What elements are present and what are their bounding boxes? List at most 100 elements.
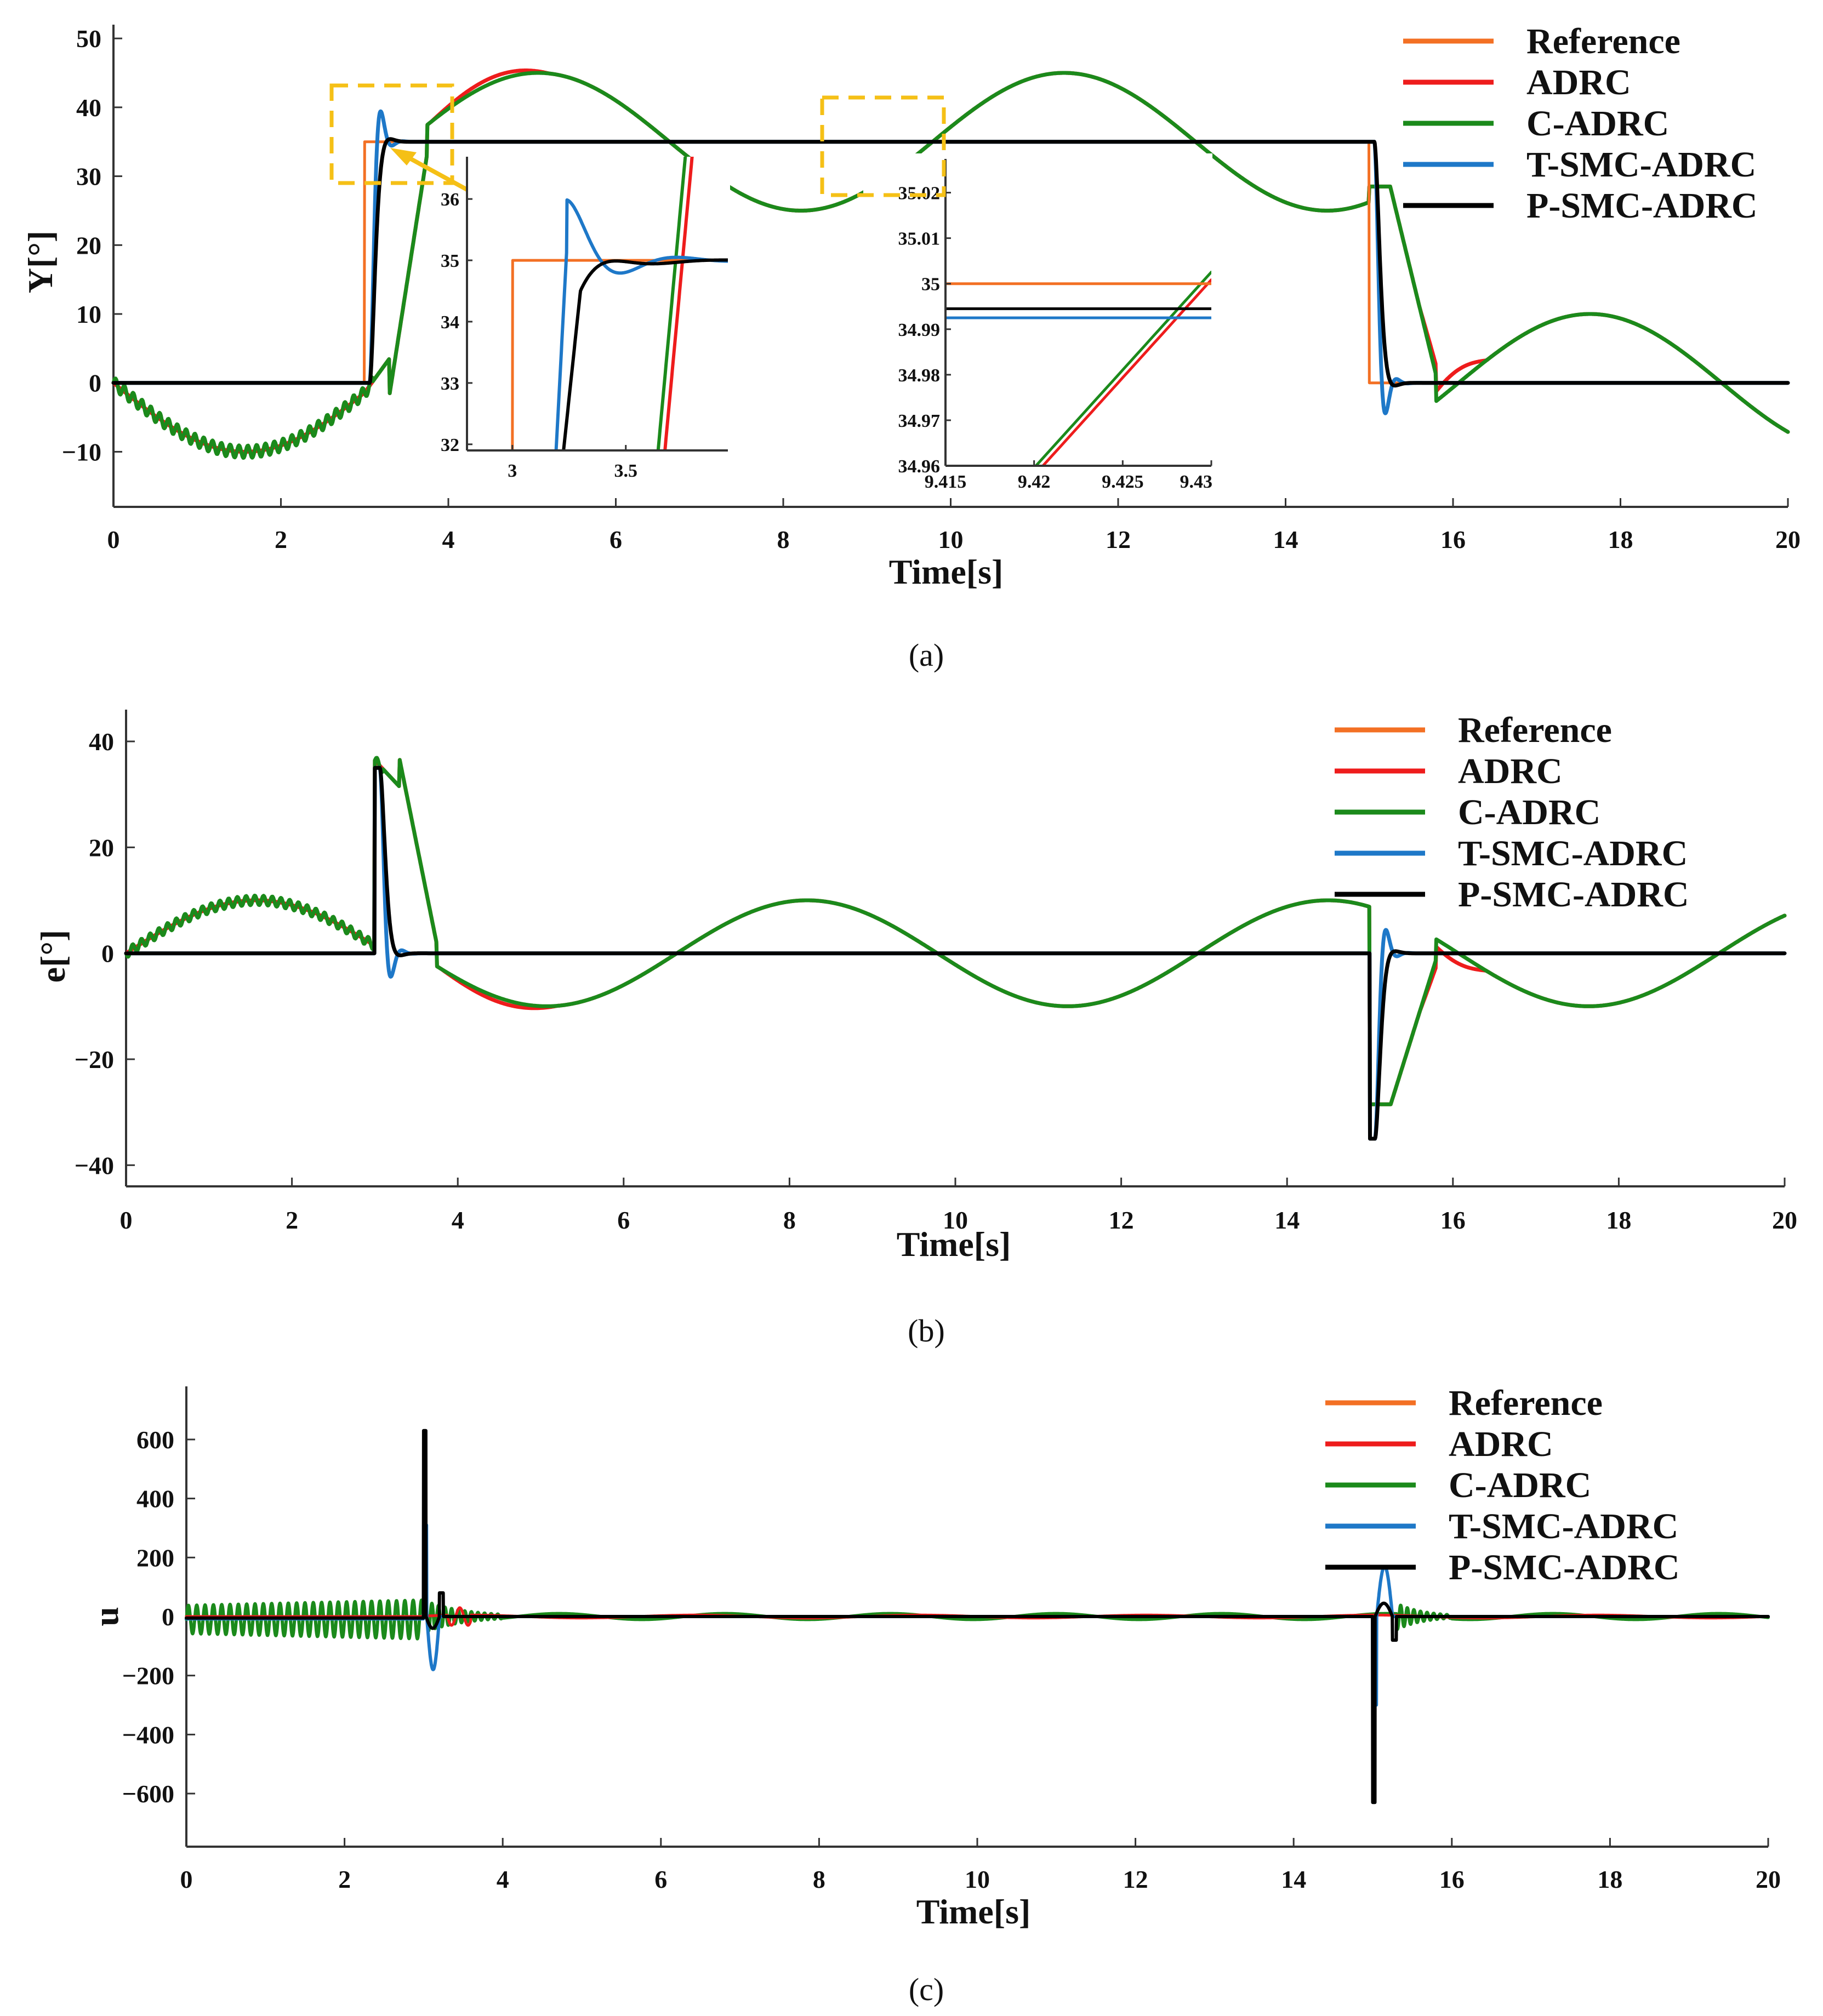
- inset-1-series-t-smc-adrc: [554, 198, 728, 450]
- inset-1-y-tick-label: 34: [441, 312, 459, 333]
- legend-label-c-adrc: C-ADRC: [1526, 104, 1669, 144]
- x-tick-label: 20: [1775, 526, 1801, 553]
- legend-label-reference: Reference: [1526, 21, 1680, 61]
- y-tick-label: −10: [62, 438, 101, 466]
- y-tick-label: 50: [76, 25, 101, 53]
- inset-2-series-c-adrc: [1034, 271, 1211, 466]
- y-tick-label: 20: [76, 231, 101, 259]
- inset-1-y-tick-label: 35: [441, 251, 459, 271]
- y-tick-label: 600: [136, 1426, 174, 1454]
- legend-label-t-smc-adrc: T-SMC-ADRC: [1458, 833, 1688, 873]
- inset-1-y-tick-label: 36: [441, 190, 459, 210]
- x-tick-label: 12: [1109, 1206, 1134, 1234]
- x-tick-label: 0: [107, 526, 120, 553]
- y-tick-label: 10: [76, 300, 101, 328]
- inset-1-series-adrc: [663, 157, 694, 450]
- x-tick-label: 4: [497, 1865, 509, 1893]
- y-tick-label: 200: [136, 1544, 174, 1572]
- y-tick-label: 400: [136, 1485, 174, 1513]
- panel-c-ylabel: u: [87, 1607, 126, 1626]
- panel-a-caption: (a): [909, 637, 944, 673]
- inset-1-plot: [511, 157, 728, 450]
- legend-label-adrc: ADRC: [1449, 1424, 1553, 1464]
- x-tick-label: 16: [1440, 526, 1466, 553]
- series-c-adrc: [111, 71, 1790, 460]
- x-tick-label: 6: [617, 1206, 630, 1234]
- legend-label-t-smc-adrc: T-SMC-ADRC: [1449, 1506, 1678, 1546]
- panel-a-ylabel: Y[°]: [21, 231, 60, 293]
- y-tick-label: −600: [122, 1780, 174, 1808]
- x-tick-label: 6: [654, 1865, 667, 1893]
- series-p-smc-adrc: [185, 1429, 1770, 1804]
- x-tick-label: 12: [1106, 526, 1131, 553]
- y-tick-label: −400: [122, 1721, 174, 1749]
- inset-2-x-tick-label: 9.425: [1102, 472, 1144, 492]
- x-tick-label: 8: [777, 526, 790, 553]
- x-tick-label: 18: [1606, 1206, 1631, 1234]
- x-tick-label: 0: [180, 1865, 193, 1893]
- zoom-box-2-overlay: [820, 95, 946, 197]
- inset-2-y-tick-label: 34.97: [898, 411, 941, 431]
- y-tick-label: −200: [122, 1662, 174, 1690]
- inset-2-y-tick-label: 35.01: [898, 229, 941, 249]
- legend-label-adrc: ADRC: [1526, 62, 1631, 102]
- x-tick-label: 10: [965, 1865, 990, 1893]
- x-tick-label: 0: [120, 1206, 133, 1234]
- panel-a-xlabel: Time[s]: [889, 552, 1004, 591]
- y-tick-label: 0: [162, 1603, 174, 1631]
- panel-b-error: 0 2 4 6 8 10 12 14 16 18 20 40 20 0 −20 −40 Time[s] e[…: [33, 710, 1797, 1349]
- x-tick-label: 4: [452, 1206, 464, 1234]
- panel-b-caption: (b): [908, 1313, 945, 1349]
- series-p-smc-adrc: [111, 137, 1790, 388]
- inset-1-x-tick-label: 3.5: [614, 461, 637, 481]
- inset-2-x-tick-label: 9.42: [1018, 472, 1051, 492]
- x-tick-label: 2: [338, 1865, 351, 1893]
- x-tick-label: 10: [938, 526, 964, 553]
- x-tick-label: 14: [1281, 1865, 1306, 1893]
- y-tick-label: 30: [76, 163, 101, 191]
- legend-label-adrc: ADRC: [1458, 751, 1563, 791]
- x-tick-label: 4: [442, 526, 455, 553]
- inset-2-y-tick-label: 34.98: [898, 365, 941, 386]
- x-tick-label: 8: [783, 1206, 796, 1234]
- legend-label-c-adrc: C-ADRC: [1449, 1465, 1591, 1505]
- inset-1-series-c-adrc: [656, 157, 687, 450]
- inset-1-background: [467, 157, 730, 452]
- legend-label-p-smc-adrc: P-SMC-ADRC: [1449, 1547, 1680, 1587]
- inset-1-y-tick-label: 32: [441, 435, 459, 455]
- panel-b-ylabel: e[°]: [33, 930, 72, 983]
- y-tick-label: 0: [89, 369, 101, 397]
- inset-2-plot: [945, 271, 1211, 466]
- panel-c-control: 0 2 4 6 8 10 12 14 16 18 20 600 400 200 0 −200 −400 −600…: [87, 1383, 1781, 2007]
- inset-2-x-tick-label: 9.43: [1180, 472, 1213, 492]
- inset-2-y-tick-label: 34.99: [898, 320, 941, 340]
- legend-label-reference: Reference: [1458, 710, 1612, 750]
- panel-c-xlabel: Time[s]: [916, 1892, 1031, 1931]
- y-tick-label: 0: [101, 940, 114, 968]
- x-tick-label: 18: [1608, 526, 1633, 553]
- inset-1-y-tick-label: 33: [441, 374, 459, 394]
- x-tick-label: 10: [943, 1206, 968, 1234]
- inset-2-y-tick-label: 35: [921, 275, 940, 295]
- x-tick-label: 8: [813, 1865, 825, 1893]
- legend-label-p-smc-adrc: P-SMC-ADRC: [1458, 875, 1689, 915]
- x-tick-label: 14: [1274, 1206, 1300, 1234]
- panel-a-tracking: 0 2 4 6 8 10 12 14 16 18 20 50 40 30 20 10 0 −10 Time[s]…: [21, 21, 1801, 673]
- inset-2-y-tick-label: 34.96: [898, 456, 941, 477]
- x-tick-label: 14: [1273, 526, 1298, 553]
- inset-2-x-tick-label: 9.415: [925, 472, 967, 492]
- legend-label-c-adrc: C-ADRC: [1458, 792, 1600, 832]
- zoom-arrow-head-1: [390, 148, 417, 165]
- y-tick-label: −40: [75, 1151, 114, 1179]
- inset-1-series-p-smc-adrc: [562, 258, 728, 450]
- x-tick-label: 12: [1123, 1865, 1148, 1893]
- y-tick-label: 40: [76, 94, 101, 122]
- legend-label-t-smc-adrc: T-SMC-ADRC: [1526, 145, 1756, 185]
- panel-b-xlabel: Time[s]: [897, 1225, 1011, 1264]
- x-tick-label: 2: [275, 526, 287, 553]
- y-tick-label: 40: [89, 728, 114, 756]
- series-c-adrc: [124, 756, 1787, 1106]
- inset-2-background: [863, 153, 1212, 488]
- zoom-box-1: [329, 83, 454, 185]
- y-tick-label: 20: [89, 833, 114, 861]
